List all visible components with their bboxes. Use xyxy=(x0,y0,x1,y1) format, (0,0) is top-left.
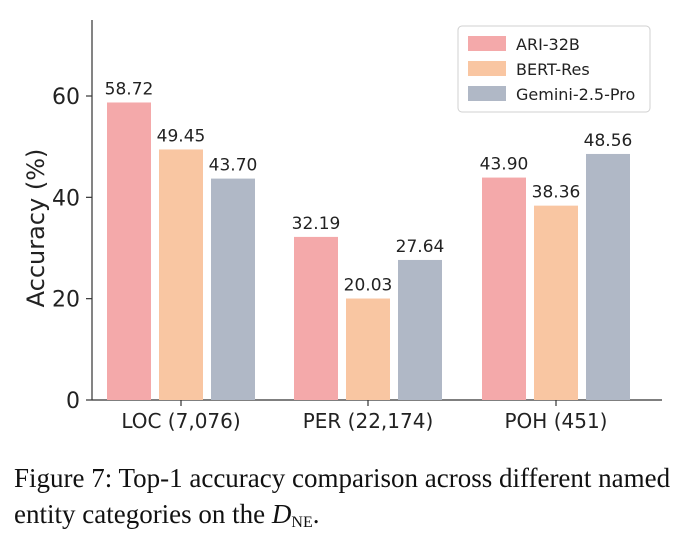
legend-swatch xyxy=(468,61,506,76)
caption-math: DNE xyxy=(271,499,313,531)
bar-ari-32b-2 xyxy=(482,177,526,400)
bar-bert-res-1 xyxy=(346,298,390,400)
data-label: 43.90 xyxy=(480,155,529,175)
y-ticks: 0 20 40 60 xyxy=(52,85,92,414)
data-label: 43.70 xyxy=(209,156,258,176)
x-ticks: LOC (7,076) PER (22,174) POH (451) xyxy=(121,400,607,433)
y-tick-label: 0 xyxy=(66,389,80,414)
legend-label: Gemini-2.5-Pro xyxy=(516,85,635,104)
bar-bert-res-0 xyxy=(159,149,203,400)
y-tick-label: 60 xyxy=(52,85,80,110)
caption-text: Figure 7: Top-1 accuracy comparison acro… xyxy=(14,463,671,529)
data-label: 48.56 xyxy=(584,131,633,151)
x-tick-label: PER (22,174) xyxy=(303,409,434,433)
data-label: 32.19 xyxy=(292,214,341,234)
caption-math-sub: NE xyxy=(291,514,313,531)
legend: ARI-32B BERT-Res Gemini-2.5-Pro xyxy=(457,25,651,113)
legend-items: ARI-32B BERT-Res Gemini-2.5-Pro xyxy=(468,35,635,104)
bar-ari-32b-1 xyxy=(294,236,338,400)
data-label: 49.45 xyxy=(157,126,206,146)
legend-swatch xyxy=(468,86,506,101)
x-tick-label: LOC (7,076) xyxy=(121,409,240,433)
bars-group xyxy=(107,102,630,400)
y-tick-label: 40 xyxy=(52,186,80,211)
data-label: 38.36 xyxy=(532,183,581,203)
y-axis-label: Accuracy (%) xyxy=(22,149,50,308)
figure-caption: Figure 7: Top-1 accuracy comparison acro… xyxy=(14,460,679,541)
bar-gemini-2-5-pro-1 xyxy=(398,259,442,400)
bar-bert-res-2 xyxy=(534,205,578,400)
bar-gemini-2-5-pro-2 xyxy=(586,153,630,400)
legend-label: ARI-32B xyxy=(516,35,580,54)
caption-tail: . xyxy=(312,499,320,529)
data-label: 20.03 xyxy=(344,276,393,296)
caption-math-base: D xyxy=(271,499,292,529)
data-label: 27.64 xyxy=(396,237,445,257)
x-tick-label: POH (451) xyxy=(505,409,608,433)
bar-ari-32b-0 xyxy=(107,102,151,400)
y-tick-label: 20 xyxy=(52,288,80,313)
data-label: 58.72 xyxy=(105,79,154,99)
legend-swatch xyxy=(468,36,506,51)
bar-gemini-2-5-pro-0 xyxy=(211,178,255,400)
legend-label: BERT-Res xyxy=(516,60,590,79)
